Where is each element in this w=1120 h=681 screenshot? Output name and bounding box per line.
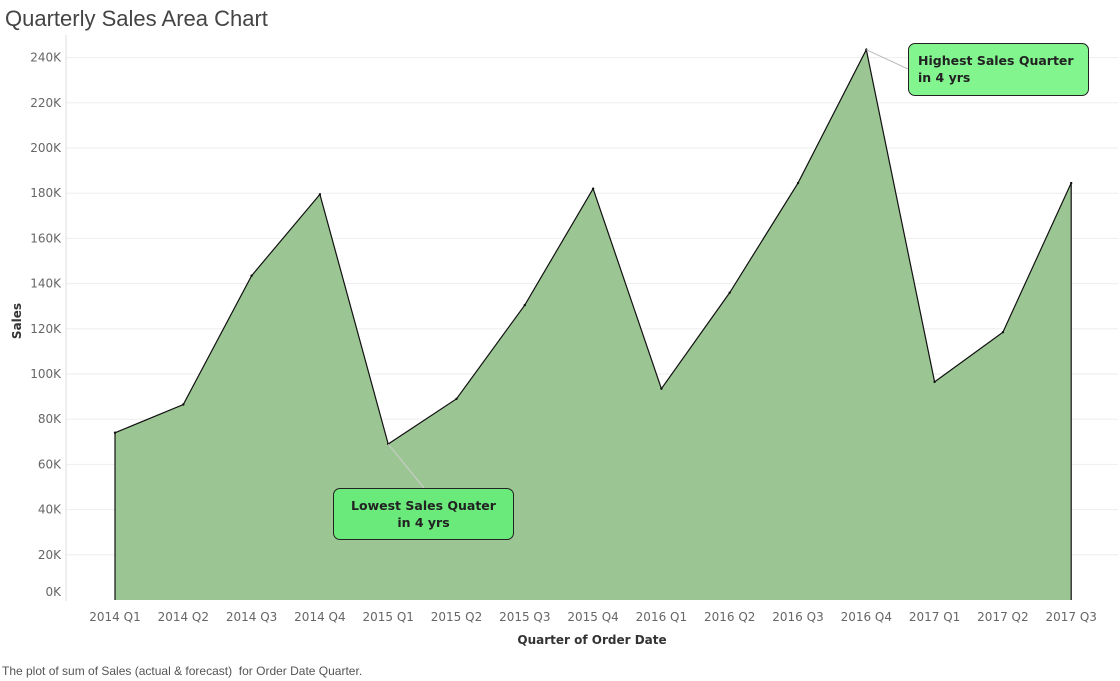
area-series [113, 47, 1073, 600]
area-fill [115, 49, 1072, 600]
annotation-highest-sales: Highest Sales Quarter in 4 yrs [908, 43, 1089, 96]
data-point-2014-q2 [182, 403, 185, 406]
x-tick-label: 2017 Q1 [909, 610, 960, 624]
data-point-2014-q1 [113, 431, 117, 434]
data-point-2017-q2 [1001, 330, 1005, 334]
data-point-2015-q2 [455, 397, 458, 401]
data-point-2016-q3 [796, 181, 800, 185]
y-tick-label: 60K [38, 457, 62, 471]
y-tick-label: 120K [30, 322, 62, 336]
y-axis-ticks: 0K 20K 40K 60K 80K 100K 120K 140K 160K 180K 200K 22… [30, 51, 62, 599]
x-tick-label: 2017 Q2 [977, 610, 1028, 624]
chart-title: Quarterly Sales Area Chart [5, 6, 268, 31]
data-point-2015-q4 [591, 187, 595, 190]
y-tick-label: 0K [45, 585, 62, 599]
data-point-2015-q3 [523, 303, 526, 307]
x-tick-label: 2016 Q3 [772, 610, 823, 624]
data-point-2014-q3 [250, 274, 253, 277]
y-tick-label: 80K [38, 412, 62, 426]
x-tick-label: 2017 Q3 [1045, 610, 1096, 624]
data-point-2017-q3 [1070, 181, 1073, 185]
x-axis-ticks: 2014 Q1 2014 Q2 2014 Q3 2014 Q4 2015 Q1 2015 … [89, 610, 1097, 624]
x-tick-label: 2015 Q3 [499, 610, 550, 624]
y-tick-label: 100K [30, 367, 62, 381]
x-tick-label: 2014 Q3 [226, 610, 277, 624]
annotation-leader-low [387, 443, 425, 489]
data-point-2017-q1 [933, 380, 936, 384]
y-tick-label: 180K [30, 186, 62, 200]
annotation-leaders [387, 49, 909, 489]
annotation-lowest-sales: Lowest Sales Quater in 4 yrs [333, 488, 514, 540]
x-tick-label: 2014 Q4 [294, 610, 345, 624]
y-tick-label: 200K [30, 141, 62, 155]
annotation-leader-high [866, 49, 909, 70]
data-point-2016-q1 [660, 387, 663, 390]
y-tick-label: 40K [38, 503, 62, 517]
x-tick-label: 2015 Q2 [431, 610, 482, 624]
data-point-2016-q2 [728, 291, 731, 294]
x-tick-label: 2015 Q4 [567, 610, 618, 624]
x-tick-label: 2016 Q2 [704, 610, 755, 624]
x-axis-title: Quarter of Order Date [517, 633, 666, 647]
y-tick-label: 220K [30, 96, 62, 110]
x-tick-label: 2014 Q2 [158, 610, 209, 624]
y-axis-title: Sales [10, 303, 24, 339]
chart-caption: The plot of sum of Sales (actual & forec… [2, 664, 363, 678]
y-tick-label: 240K [30, 51, 62, 65]
y-tick-label: 140K [30, 277, 62, 291]
y-tick-label: 160K [30, 231, 62, 245]
x-tick-label: 2016 Q4 [841, 610, 892, 624]
x-tick-label: 2016 Q1 [636, 610, 687, 624]
data-point-2014-q4 [318, 193, 322, 196]
x-tick-label: 2015 Q1 [362, 610, 413, 624]
y-tick-label: 20K [38, 548, 62, 562]
x-tick-label: 2014 Q1 [89, 610, 140, 624]
